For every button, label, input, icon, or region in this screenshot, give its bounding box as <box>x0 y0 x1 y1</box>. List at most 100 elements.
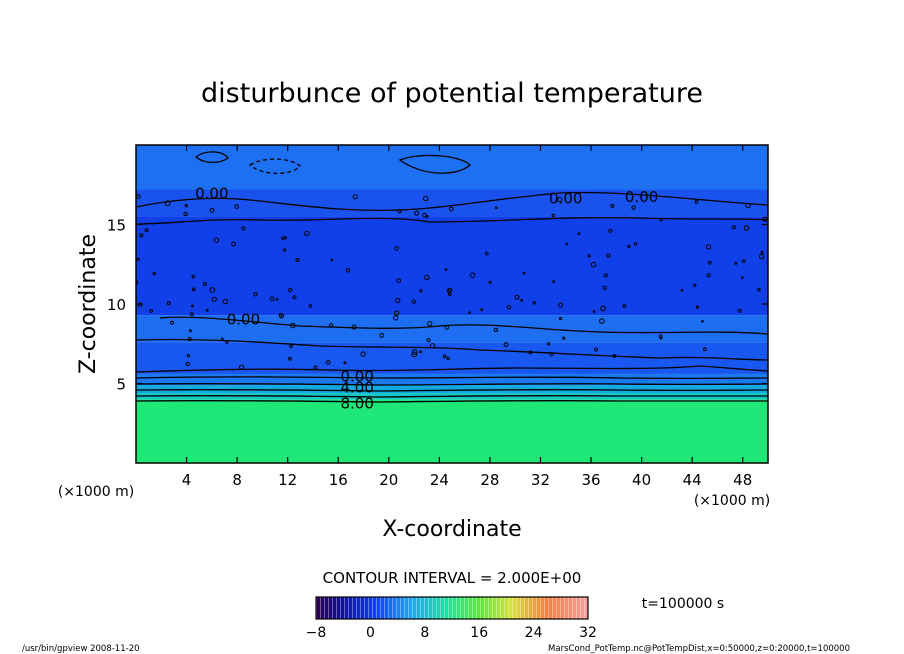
speckle <box>493 327 499 333</box>
contour-label: 0.00 <box>340 368 373 386</box>
speckle <box>429 343 436 349</box>
speckle <box>448 292 452 296</box>
speckle <box>164 200 171 207</box>
speckle <box>522 271 526 275</box>
y-tick-label: 15 <box>107 217 126 235</box>
speckle <box>185 361 190 367</box>
speckle <box>213 237 220 243</box>
x-tick-label: 48 <box>733 471 752 489</box>
x-tick-label: 8 <box>232 471 242 489</box>
speckle <box>221 337 224 341</box>
speckle <box>612 354 617 358</box>
speckle <box>239 364 245 370</box>
x-unit-label-left: (×1000 m) <box>58 484 134 500</box>
speckle <box>592 310 596 313</box>
x-tick-label: 4 <box>182 471 192 489</box>
speckle <box>760 250 764 254</box>
contour-line <box>136 216 768 225</box>
speckle <box>379 333 385 338</box>
speckle <box>594 347 599 352</box>
speckle <box>514 294 520 300</box>
speckle <box>343 361 347 365</box>
speckle <box>351 324 357 330</box>
speckle <box>169 320 174 325</box>
speckle <box>202 282 207 286</box>
speckle <box>448 206 454 212</box>
contour-line <box>136 191 768 211</box>
contour-interval: CONTOUR INTERVAL = 2.000E+00 <box>323 569 582 587</box>
speckle <box>414 210 420 216</box>
speckle <box>693 283 697 287</box>
contour-line <box>136 338 768 361</box>
speckle <box>139 233 144 238</box>
speckle <box>136 257 140 261</box>
speckle <box>144 228 149 233</box>
speckle <box>304 230 310 237</box>
x-unit-label-right: (×1000 m) <box>694 493 770 509</box>
speckle <box>680 289 684 292</box>
speckle <box>427 321 433 327</box>
speckle <box>191 275 195 279</box>
contour-line <box>136 382 768 386</box>
x-tick-label: 44 <box>683 471 702 489</box>
speckle <box>549 352 554 357</box>
speckle <box>627 244 631 248</box>
field-band <box>136 189 768 217</box>
x-axis: 4 8 12 16 20 24 28 32 36 40 44 48 <box>182 145 752 489</box>
contour-line <box>136 376 768 380</box>
contour-lines <box>136 151 768 403</box>
speckle <box>290 322 296 329</box>
speckle <box>411 351 418 358</box>
speckle <box>283 248 287 252</box>
contour-line <box>136 394 768 398</box>
speckle <box>329 323 334 328</box>
footer-right: MarsCond_PotTemp.nc@PotTempDist,x=0:5000… <box>548 644 850 654</box>
speckle <box>442 354 447 359</box>
speckle <box>633 242 638 246</box>
speckle <box>396 278 402 284</box>
speckle <box>419 289 423 293</box>
speckle <box>658 334 663 339</box>
speckle <box>444 268 448 271</box>
x-tick-label: 24 <box>430 471 449 489</box>
contour-label: 8.00 <box>340 395 373 413</box>
speckle <box>706 273 711 278</box>
speckle <box>659 218 663 222</box>
speckle <box>742 259 746 263</box>
speckle <box>292 295 297 300</box>
x-tick-label: 16 <box>329 471 348 489</box>
speckle <box>446 356 450 361</box>
speckle <box>234 204 239 209</box>
speckle <box>705 244 712 250</box>
field-band <box>136 373 768 386</box>
speckle <box>546 342 551 346</box>
speckle <box>183 211 188 217</box>
speckle <box>759 253 765 260</box>
speckle <box>599 318 605 324</box>
speckle <box>694 199 699 204</box>
speckle <box>600 305 606 312</box>
speckle <box>528 350 533 355</box>
speckle <box>191 304 194 308</box>
speckle <box>288 288 293 293</box>
speckle <box>209 287 216 293</box>
speckle <box>562 336 566 340</box>
speckle <box>231 241 237 247</box>
speckle <box>734 261 738 265</box>
speckle <box>211 296 217 302</box>
speckle <box>425 214 429 218</box>
speckle <box>741 276 744 280</box>
colorbar-tick-label: 24 <box>525 625 543 641</box>
field-band <box>136 399 768 463</box>
speckle <box>325 360 331 365</box>
speckle <box>480 308 484 312</box>
speckle <box>149 309 154 313</box>
speckle <box>393 315 399 321</box>
y-axis-label: Z-coordinate <box>76 234 101 374</box>
speckle <box>209 208 215 213</box>
speckle <box>520 299 523 302</box>
speckle <box>745 202 751 209</box>
speckle <box>622 304 627 309</box>
speckle <box>253 292 258 297</box>
contour-label: 0.00 <box>195 185 228 203</box>
